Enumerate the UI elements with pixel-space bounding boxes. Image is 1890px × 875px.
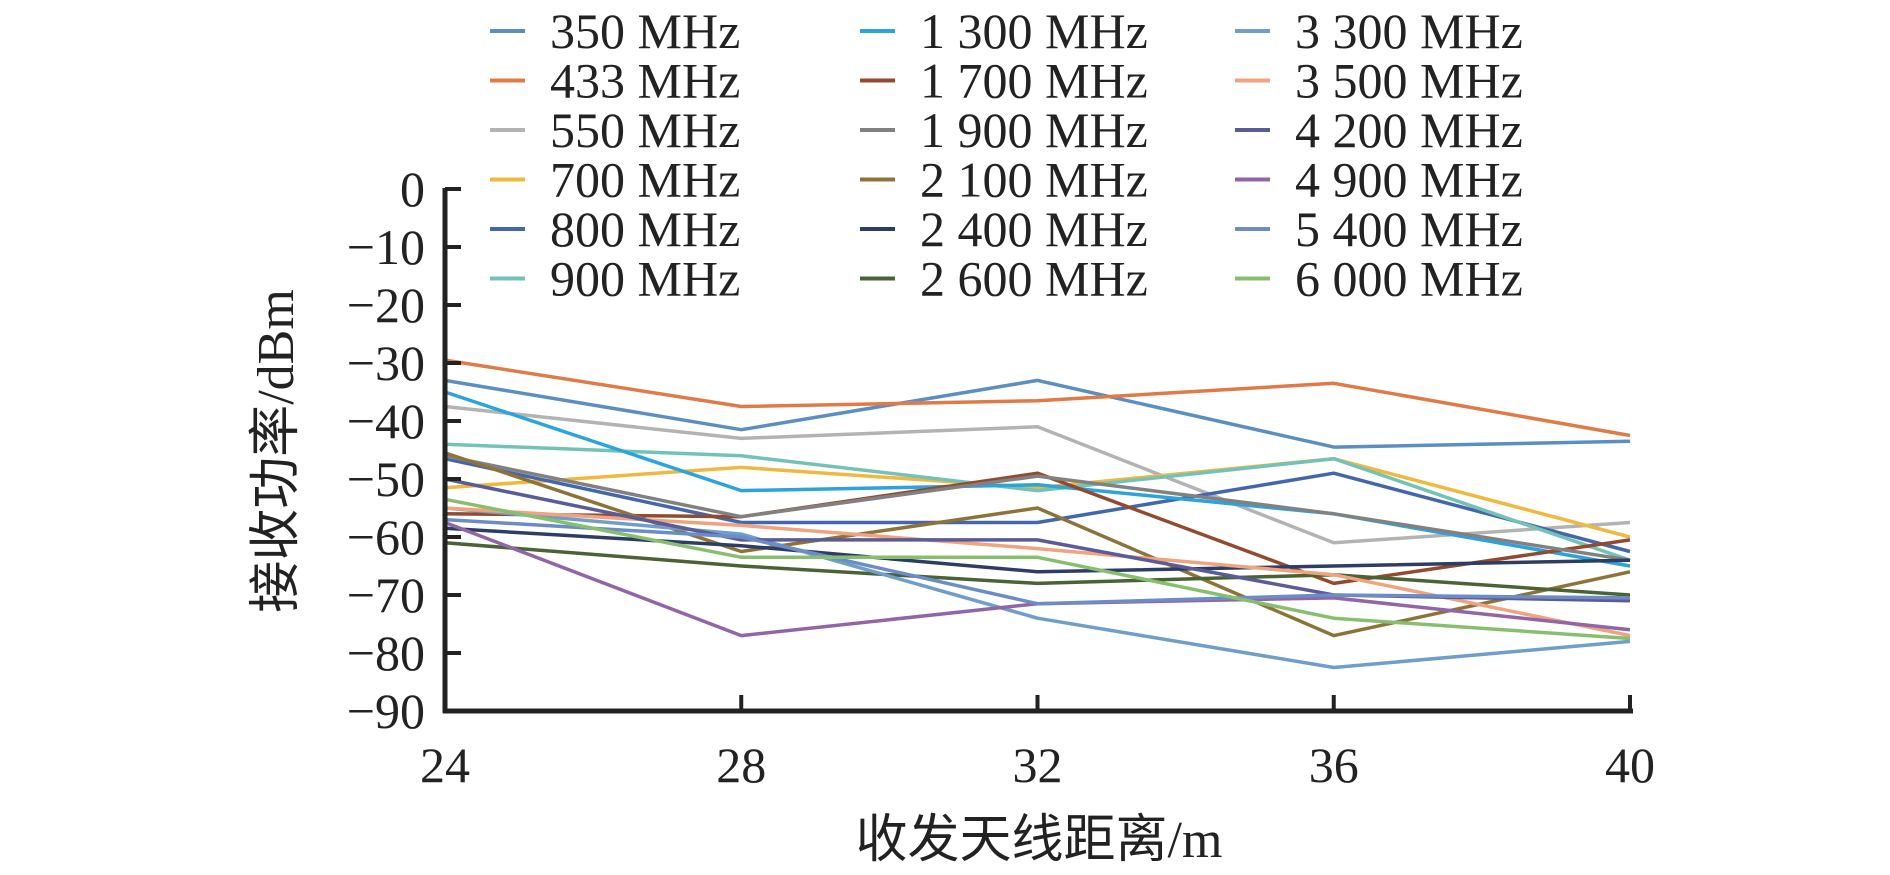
x-tick-label: 36 <box>1309 737 1359 793</box>
legend-label: 3 500 MHz <box>1295 53 1523 109</box>
legend-item: 3 500 MHz <box>1235 53 1523 109</box>
y-tick-label: −80 <box>347 625 425 681</box>
series-line-550mhz <box>444 404 1631 545</box>
y-tick-label: −60 <box>347 509 425 565</box>
y-tick-label: −10 <box>347 219 425 275</box>
series-line-1300mhz <box>444 390 1631 568</box>
legend-item: 5 400 MHz <box>1235 201 1523 257</box>
legend-label: 1 700 MHz <box>920 53 1148 109</box>
x-tick-label: 40 <box>1605 737 1655 793</box>
legend-label: 4 900 MHz <box>1295 152 1523 208</box>
series-line-700mhz <box>444 456 1631 539</box>
y-tick-label: −20 <box>347 277 425 333</box>
y-ticks: 0−10−20−30−40−50−60−70−80−90 <box>347 161 461 739</box>
legend-label: 433 MHz <box>550 53 740 109</box>
y-tick-label: −50 <box>347 451 425 507</box>
y-axis-title: 接收功率/dBm <box>248 289 305 613</box>
legend-label: 3 300 MHz <box>1295 3 1523 59</box>
series-line-350mhz <box>444 378 1631 449</box>
plot-lines <box>444 358 1631 670</box>
legend-label: 1 900 MHz <box>920 102 1148 158</box>
legend-item: 550 MHz <box>490 102 740 158</box>
y-tick-label: 0 <box>400 161 425 217</box>
legend-item: 4 900 MHz <box>1235 152 1523 208</box>
series-line-2100mhz <box>444 451 1631 638</box>
legend-label: 6 000 MHz <box>1295 251 1523 307</box>
series-line-900mhz <box>444 442 1631 562</box>
legend-label: 1 300 MHz <box>920 3 1148 59</box>
legend-label: 900 MHz <box>550 251 740 307</box>
series-line-433mhz <box>444 358 1631 438</box>
legend-item: 3 300 MHz <box>1235 3 1523 59</box>
series-line-3300mhz <box>444 506 1631 670</box>
series-line-2600mhz <box>444 541 1631 597</box>
x-tick-label: 28 <box>716 737 766 793</box>
legend-label: 700 MHz <box>550 152 740 208</box>
y-tick-label: −70 <box>347 567 425 623</box>
legend-item: 900 MHz <box>490 251 740 307</box>
legend-label: 550 MHz <box>550 102 740 158</box>
x-tick-label: 32 <box>1013 737 1063 793</box>
series-line-2400mhz <box>444 526 1631 574</box>
legend-label: 350 MHz <box>550 3 740 59</box>
legend-item: 2 600 MHz <box>860 251 1148 307</box>
legend-item: 700 MHz <box>490 152 740 208</box>
series-line-800mhz <box>444 456 1631 554</box>
legend-item: 2 100 MHz <box>860 152 1148 208</box>
y-tick-label: −90 <box>347 683 425 739</box>
legend-item: 6 000 MHz <box>1235 251 1523 307</box>
legend-label: 800 MHz <box>550 201 740 257</box>
legend-item: 4 200 MHz <box>1235 102 1523 158</box>
legend-label: 4 200 MHz <box>1295 102 1523 158</box>
legend-label: 2 600 MHz <box>920 251 1148 307</box>
legend-item: 800 MHz <box>490 201 740 257</box>
legend-item: 350 MHz <box>490 3 740 59</box>
x-ticks: 24 28 32 36 40 <box>420 695 1655 793</box>
y-tick-label: −40 <box>347 393 425 449</box>
legend-label: 2 100 MHz <box>920 152 1148 208</box>
legend-label: 5 400 MHz <box>1295 201 1523 257</box>
series-line-6000mhz <box>444 497 1631 641</box>
legend-label: 2 400 MHz <box>920 201 1148 257</box>
x-tick-label: 24 <box>420 737 470 793</box>
legend-item: 1 300 MHz <box>860 3 1148 59</box>
series-line-5400mhz <box>444 517 1631 606</box>
legend-item: 1 900 MHz <box>860 102 1148 158</box>
legend-item: 1 700 MHz <box>860 53 1148 109</box>
y-tick-label: −30 <box>347 335 425 391</box>
legend-item: 2 400 MHz <box>860 201 1148 257</box>
x-axis-title: 收发天线距离/m <box>856 812 1223 869</box>
legend-item: 433 MHz <box>490 53 740 109</box>
series-line-1900mhz <box>444 454 1631 562</box>
series-line-1700mhz <box>444 471 1631 586</box>
